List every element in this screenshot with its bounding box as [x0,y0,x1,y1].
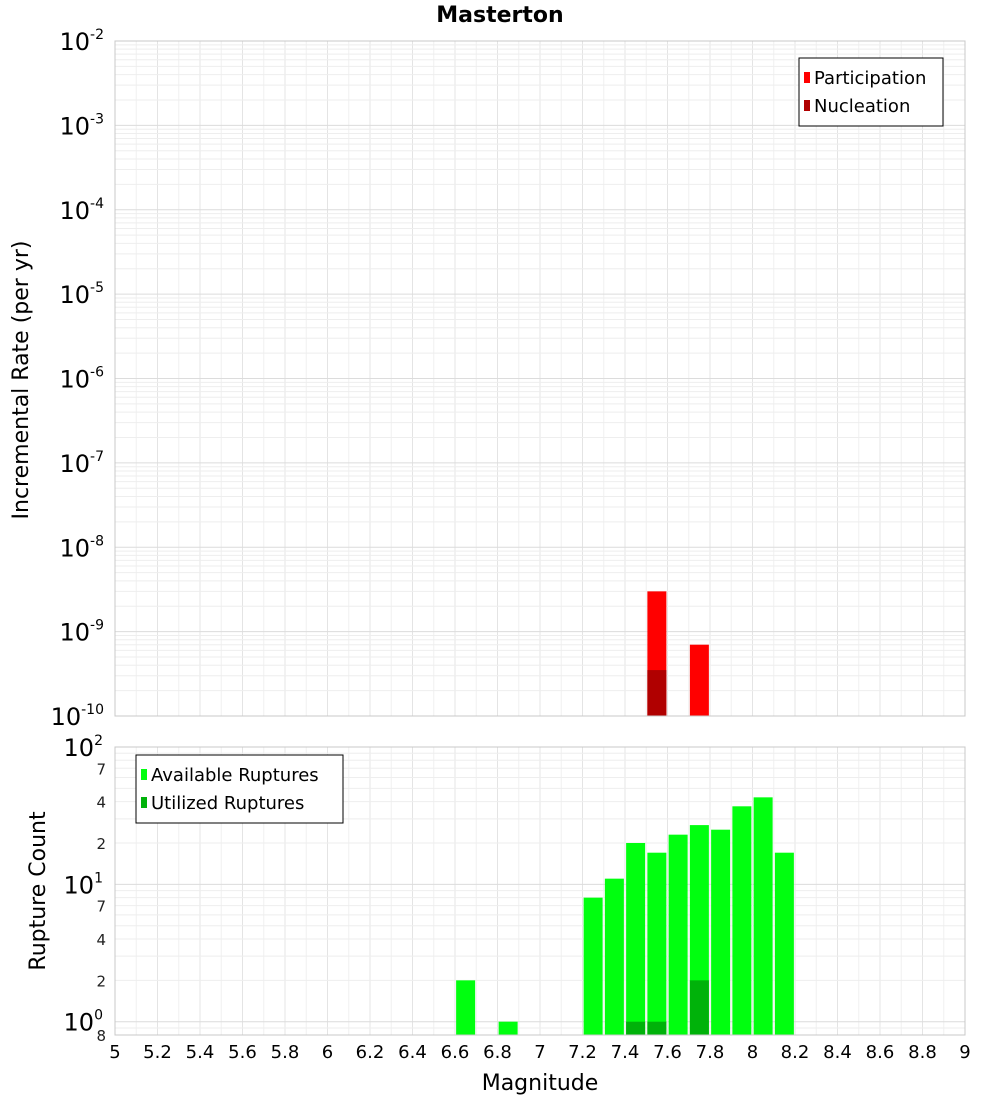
bar-bottom-s0-10 [753,797,773,1035]
bar-bottom-s0-11 [774,852,794,1035]
bar-bottom-s1-2 [689,980,709,1035]
x-tick-label: 7.6 [653,1042,682,1063]
bar-bottom-s0-9 [732,806,752,1035]
y-minor-tick-label: 7 [96,898,106,916]
bar-bottom-s1-0 [626,1021,646,1035]
x-tick-label: 6.4 [398,1042,427,1063]
y-minor-tick-label: 4 [96,794,106,812]
top-plot-panel: 10-10 10-9 10-8 10-7 10-6 10-5 10-4 10-3 10-2 In… [9,27,966,731]
bottom-bars [456,797,794,1035]
y-tick-label: 10-10 [51,702,104,731]
x-tick-label: 7.2 [568,1042,597,1063]
y-minor-tick-label: 2 [96,835,106,853]
y-tick-label: 10-9 [59,618,104,647]
x-tick-label: 5.8 [271,1042,300,1063]
bar-bottom-s0-6 [668,834,688,1035]
x-tick-label: 5.2 [143,1042,172,1063]
legend-entry: Nucleation [814,96,910,117]
y-tick-label: 10-3 [59,111,104,140]
bar-bottom-s0-5 [647,852,667,1035]
y-minor-tick-label: 7 [96,760,106,778]
legend-swatch [804,72,810,83]
bottom-legend: Available Ruptures Utilized Ruptures [135,754,344,824]
bar-bottom-s1-1 [647,1021,667,1035]
x-tick-label: 8 [747,1042,758,1063]
x-tick-label: 6 [322,1042,333,1063]
legend-box [798,57,944,127]
y-tick-label: 10-7 [59,449,104,478]
y-tick-label: 10-8 [59,533,104,562]
top-grid [114,40,966,717]
top-bars [647,591,709,716]
y-minor-tick-label: 8 [96,1027,106,1045]
bottom-y-axis-label: Rupture Count [26,811,51,971]
bar-bottom-s0-1 [498,1021,518,1035]
top-legend: Participation Nucleation [798,57,944,127]
x-tick-label: 7.4 [611,1042,640,1063]
bar-top-s1-0 [647,670,667,716]
x-tick-label: 7.8 [696,1042,725,1063]
legend-box [135,754,344,824]
x-tick-label: 8.4 [823,1042,852,1063]
legend-entry: Available Ruptures [151,765,319,786]
top-y-axis-label: Incremental Rate (per yr) [9,241,34,520]
x-tick-label: 7 [534,1042,545,1063]
y-tick-label: 101 [64,870,103,899]
x-tick-label: 6.2 [356,1042,385,1063]
legend-entry: Utilized Ruptures [151,793,304,814]
x-tick-label: 6.6 [441,1042,470,1063]
y-minor-tick-label: 2 [96,972,106,990]
legend-swatch [141,797,147,808]
y-tick-label: 10-6 [59,365,104,394]
x-tick-label: 5 [109,1042,120,1063]
legend-swatch [804,100,810,111]
bottom-y-tick-labels: 100 101 102 8 2 4 7 2 4 7 [64,733,106,1045]
bottom-plot-panel: 100 101 102 8 2 4 7 2 4 7 5 5.2 5.4 5.6 5.8 6 6.2 6.4 6.6… [26,733,971,1096]
x-tick-label: 8.2 [781,1042,810,1063]
x-tick-label: 8.6 [866,1042,895,1063]
bar-bottom-s0-8 [711,829,731,1035]
legend-swatch [141,769,147,780]
x-tick-label: 6.8 [483,1042,512,1063]
x-tick-label: 9 [959,1042,970,1063]
y-minor-tick-label: 4 [96,931,106,949]
bottom-plot-border [114,746,966,1036]
top-y-tick-labels: 10-10 10-9 10-8 10-7 10-6 10-5 10-4 10-3 10-2 [51,27,105,731]
bar-bottom-s0-3 [604,878,624,1035]
top-plot-border [114,40,966,717]
y-tick-label: 10-4 [59,196,104,225]
bar-bottom-s0-0 [456,980,476,1035]
y-tick-label: 10-2 [59,27,104,56]
x-tick-label: 5.6 [228,1042,257,1063]
x-tick-labels: 5 5.2 5.4 5.6 5.8 6 6.2 6.4 6.6 6.8 7 7.2 7.4 7.6 7.8 8… [109,1042,970,1063]
x-tick-label: 5.4 [186,1042,215,1063]
chart-title: Masterton [436,3,563,28]
legend-entry: Participation [814,68,926,89]
bar-top-s0-1 [689,644,709,716]
x-axis-label: Magnitude [482,1071,599,1096]
x-tick-label: 8.8 [908,1042,937,1063]
bar-bottom-s0-2 [583,897,603,1035]
y-tick-label: 100 [64,1008,103,1037]
y-tick-label: 102 [64,733,103,762]
bar-bottom-s0-4 [626,843,646,1035]
y-tick-label: 10-5 [59,280,104,309]
